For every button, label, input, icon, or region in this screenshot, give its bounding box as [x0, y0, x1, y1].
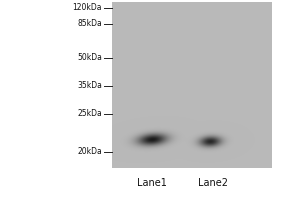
Text: Lane2: Lane2 [198, 178, 228, 188]
Text: 85kDa: 85kDa [77, 20, 102, 28]
Text: Lane1: Lane1 [137, 178, 167, 188]
Text: 35kDa: 35kDa [77, 82, 102, 90]
Text: 120kDa: 120kDa [73, 3, 102, 12]
Text: 50kDa: 50kDa [77, 53, 102, 62]
Text: 20kDa: 20kDa [77, 148, 102, 156]
Text: 25kDa: 25kDa [77, 110, 102, 118]
